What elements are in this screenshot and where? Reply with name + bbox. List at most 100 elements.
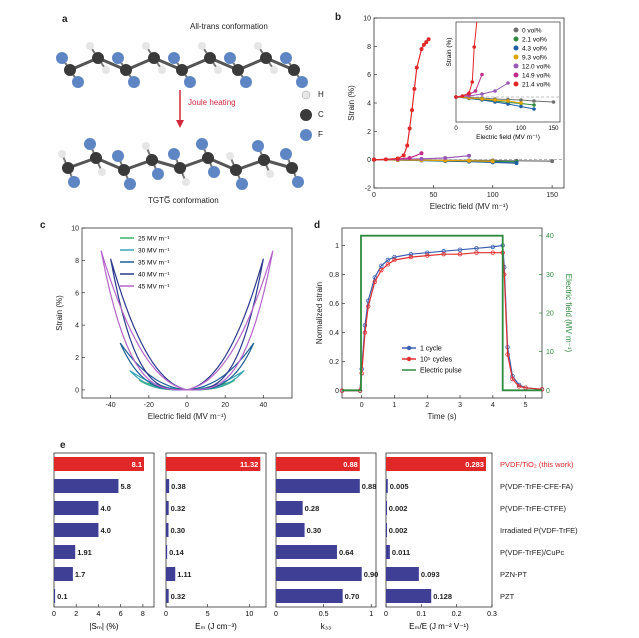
carbon-atom	[258, 154, 270, 166]
substituent-atom	[152, 168, 164, 180]
chart-b-legend-label: 4.3 vol%	[522, 46, 547, 53]
chart-e-x-tick-label: 0.3	[487, 611, 497, 618]
substituent-atom	[292, 176, 304, 188]
chart-c-x-axis-label: Electric field (MV m⁻¹)	[148, 412, 227, 421]
chart-b-x-tick-label: 150	[546, 192, 558, 199]
chart-e-x-axis-label: |Sₘ| (%)	[89, 622, 118, 631]
chart-b-legend-label: 2.1 vol%	[522, 37, 547, 44]
chart-d-data-point	[366, 304, 371, 309]
substituent-atom	[72, 76, 84, 88]
chart-b-inset-data-point	[532, 99, 536, 103]
chart-d-legend-marker-dot	[406, 356, 412, 362]
chart-d-x-tick-label: 4	[491, 402, 495, 409]
chart-e-bar-label: 0.1	[57, 592, 67, 601]
chart-b-legend-label: 0 vol%	[522, 28, 542, 35]
chart-b-inset-data-point	[519, 104, 523, 109]
substituent-atom	[112, 52, 124, 64]
chart-b-x-tick-label: 50	[429, 192, 437, 199]
chart-d-x-tick-label: 2	[425, 402, 429, 409]
chart-e-bar	[276, 523, 305, 537]
chart-b-legend-marker	[513, 81, 519, 87]
chart-e-x-tick-label: 8	[141, 611, 145, 618]
chart-b-x-axis-label: Electric field (MV m⁻¹)	[430, 202, 509, 211]
chart-c-plot-frame	[81, 227, 293, 399]
chart-d-x-axis-label: Time (s)	[427, 412, 456, 421]
chart-d-y-tick-label: 0.8	[329, 272, 339, 279]
chart-e-bar-label: 0.283	[465, 460, 484, 469]
substituent-atom	[270, 66, 278, 74]
substituent-atom	[98, 168, 106, 176]
chart-b-inset-series-line	[455, 96, 522, 104]
carbon-legend-atom	[300, 109, 312, 121]
chart-e-bar	[276, 479, 360, 493]
chart-e-x-tick-label: 0.1	[416, 611, 426, 618]
chart-b-inset-x-tick-label: 0	[454, 126, 458, 132]
chart-e-x-tick-label: 2	[74, 611, 78, 618]
chart-d-data-point	[379, 267, 384, 273]
chart-d-legend-label: 10⁵ cycles	[420, 357, 453, 364]
chart-c-y-tick-label: 6	[75, 290, 79, 297]
chart-e-bar-label: 0.32	[171, 592, 186, 601]
chart-b-y-tick-label: 4	[367, 101, 371, 108]
substituent-atom	[128, 76, 140, 88]
chart-b-inset-data-point	[551, 100, 556, 104]
chart-e-x-tick-label: 1	[369, 611, 373, 618]
chart-b-y-axis-label: Strain (%)	[347, 85, 356, 121]
chart-b-y-tick-label: 2	[367, 129, 371, 136]
carbon-atom	[92, 52, 104, 64]
substituent-atom	[208, 166, 220, 178]
carbon-atom	[90, 152, 102, 164]
chart-b-legend-label: 9.3 vol%	[522, 55, 547, 62]
chart-d-data-point	[425, 250, 430, 255]
substituent-atom	[158, 66, 166, 74]
chart-d-y-tick-label: 0	[335, 388, 339, 395]
chart-b-inset-data-point	[506, 99, 510, 103]
substituent-atom	[68, 176, 80, 188]
panel-e-letter: e	[60, 440, 66, 451]
chart-c-legend-label: 35 MV m⁻¹	[138, 260, 170, 267]
chart-b-legend-marker	[513, 27, 519, 33]
legend-c-label: C	[318, 110, 324, 119]
chart-e-bar-label: 0.88	[343, 460, 358, 469]
chart-e-x-tick-label: 0	[384, 611, 388, 618]
chart-d-data-point	[490, 250, 496, 255]
chart-e-bar-label: 1.7	[75, 570, 85, 579]
chart-c-y-axis-label: Strain (%)	[55, 295, 64, 331]
chart-e-x-axis-label: Eₘ (J cm⁻³)	[195, 622, 237, 631]
substituent-atom	[240, 76, 252, 88]
chart-d-x-tick-label: 0	[360, 402, 364, 409]
chart-b-inset-data-point	[506, 102, 510, 106]
chart-e-bar-label: 0.005	[390, 482, 409, 491]
chart-b-data-point	[410, 108, 414, 113]
chart-d-data-point	[362, 323, 368, 328]
chart-b-inset-data-point	[519, 98, 523, 102]
chart-b-inset-data-point	[467, 91, 471, 95]
chart-e-bar	[54, 523, 99, 537]
chart-b-data-point	[395, 156, 400, 161]
chart-d-data-point	[505, 352, 510, 357]
chart-e-bar	[166, 523, 169, 537]
chart-d-data-point	[441, 249, 446, 254]
chart-e-bar	[166, 479, 170, 493]
chart-c-loop-line	[119, 342, 255, 391]
substituent-atom	[182, 178, 190, 186]
substituent-atom	[226, 152, 234, 160]
chart-b-data-point	[443, 155, 448, 160]
carbon-atom	[146, 154, 158, 166]
chart-c-x-tick-label: 20	[221, 402, 229, 409]
substituent-atom	[198, 42, 206, 50]
chart-d-legend-marker-dot	[406, 345, 412, 351]
chart-e-x-tick-label: 0	[52, 611, 56, 618]
chart-e-x-tick-label: 0	[274, 611, 278, 618]
chart-e-category-label: PZN-PT	[500, 570, 528, 579]
chart-c-loop-line	[110, 258, 264, 391]
chart-e-bar	[386, 457, 486, 471]
chart-b-data-point	[407, 126, 412, 131]
chart-b-inset-data-point	[480, 72, 484, 77]
chart-d-data-point	[385, 262, 391, 267]
chart-e-bar-label: 0.002	[389, 504, 408, 513]
carbon-atom	[230, 164, 242, 176]
chart-b-legend-label: 14.9 vol%	[522, 73, 551, 80]
substituent-atom	[196, 138, 208, 150]
chart-b-data-point	[421, 42, 426, 47]
